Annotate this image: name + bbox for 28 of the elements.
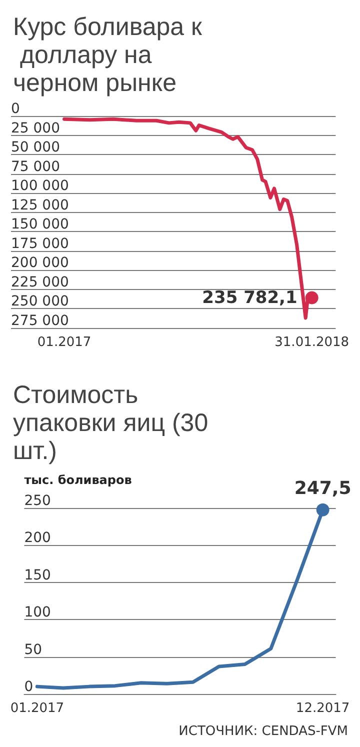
y-tick-label: 25 000 — [11, 120, 60, 136]
y-tick-label: 100 000 — [11, 178, 69, 194]
x-tick-label: 12.2017 — [296, 701, 350, 716]
chart-title: Стоимость упаковки яиц (30 шт.) — [13, 381, 216, 465]
data-label: 247,5 — [294, 478, 352, 499]
y-tick-label: 50 000 — [11, 140, 60, 156]
y-tick-label: 275 000 — [11, 313, 69, 329]
y-tick-label: 100 — [24, 604, 51, 621]
y-tick-label: 250 000 — [11, 294, 69, 310]
y-tick-label: 150 — [24, 567, 51, 584]
y-tick-label: 0 — [24, 679, 34, 695]
y-tick-label: 175 000 — [11, 236, 69, 252]
x-tick-label: 01.2017 — [37, 335, 92, 350]
y-tick-label: 225 000 — [11, 274, 69, 290]
y-tick-label: 250 — [24, 493, 51, 509]
chart-title: Курс боливара к доллару на черном рынке — [13, 13, 204, 97]
text: ИСТОЧНИК: CENDAS-FVM — [178, 724, 348, 739]
y-tick-label: 75 000 — [11, 158, 60, 175]
y-tick-label: 125 000 — [11, 197, 69, 214]
x-tick-label: 31.01.2018 — [274, 335, 350, 350]
x-tick-label: 01.2017 — [10, 701, 64, 716]
y-tick-label: 200 — [24, 530, 51, 546]
data-label: 235 782,1 — [202, 288, 298, 308]
y-tick-label: 50 — [24, 642, 42, 658]
y-tick-label: 150 000 — [11, 216, 69, 233]
y-axis-title: тыс. боливаров — [24, 473, 132, 487]
y-tick-label: 0 — [11, 101, 20, 117]
y-tick-label: 200 000 — [11, 255, 69, 272]
